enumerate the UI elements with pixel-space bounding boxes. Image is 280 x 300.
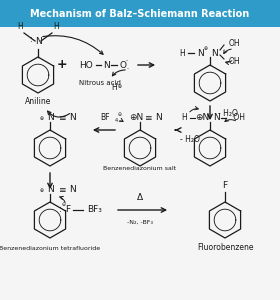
Text: H: H	[181, 113, 187, 122]
Text: -N₂, -BF₃: -N₂, -BF₃	[127, 220, 153, 224]
Text: H: H	[17, 22, 23, 31]
Text: ·OH: ·OH	[231, 113, 245, 122]
Text: Fluorobenzene: Fluorobenzene	[197, 244, 253, 253]
Text: +: +	[57, 58, 67, 71]
Text: N: N	[47, 113, 53, 122]
Text: BF₃: BF₃	[88, 206, 102, 214]
Text: Benzenediazonium salt: Benzenediazonium salt	[103, 166, 177, 170]
Text: ⊕N: ⊕N	[195, 113, 209, 122]
Text: N: N	[103, 61, 109, 70]
Text: ⊖: ⊖	[118, 112, 122, 118]
Text: Nitrous acid: Nitrous acid	[79, 80, 121, 86]
Text: N: N	[47, 185, 53, 194]
Text: N: N	[155, 113, 161, 122]
Text: N: N	[35, 37, 41, 46]
Text: Benzenediazonium tetrafluoride: Benzenediazonium tetrafluoride	[0, 245, 101, 250]
Text: ··: ··	[125, 58, 129, 64]
Text: ⊕: ⊕	[118, 85, 122, 89]
Text: HO: HO	[79, 61, 93, 70]
Text: :: :	[30, 35, 32, 44]
Text: BF: BF	[100, 113, 110, 122]
Text: ⊕: ⊕	[40, 188, 44, 193]
Text: ⊕: ⊕	[204, 46, 208, 50]
Text: ≡: ≡	[58, 113, 66, 122]
Text: Aniline: Aniline	[25, 97, 51, 106]
Text: - H₂O: - H₂O	[180, 136, 200, 145]
Text: ··: ··	[127, 67, 129, 71]
Text: F: F	[222, 181, 228, 190]
Text: OH: OH	[228, 38, 240, 47]
FancyBboxPatch shape	[0, 0, 280, 27]
Text: H: H	[111, 82, 117, 91]
Text: ≡: ≡	[58, 185, 66, 194]
Text: ⊕N: ⊕N	[129, 113, 143, 122]
Text: ⊖: ⊖	[62, 202, 66, 206]
Text: ⊕: ⊕	[40, 116, 44, 121]
Text: H: H	[53, 22, 59, 31]
Text: Δ: Δ	[137, 194, 143, 202]
Text: N: N	[197, 49, 203, 58]
Text: N: N	[212, 49, 218, 58]
Text: Mechanism of Balz–Schiemann Reaction: Mechanism of Balz–Schiemann Reaction	[30, 9, 250, 19]
Text: H: H	[179, 49, 185, 58]
Text: ≡: ≡	[144, 113, 152, 122]
Text: N: N	[69, 185, 75, 194]
Text: O: O	[120, 61, 127, 70]
Text: OH: OH	[228, 56, 240, 65]
Text: 4: 4	[115, 118, 118, 122]
Text: - H₂O: - H₂O	[218, 109, 238, 118]
Text: N: N	[213, 113, 219, 122]
Text: N: N	[69, 113, 75, 122]
Text: :: :	[59, 206, 61, 214]
Text: F: F	[66, 206, 71, 214]
